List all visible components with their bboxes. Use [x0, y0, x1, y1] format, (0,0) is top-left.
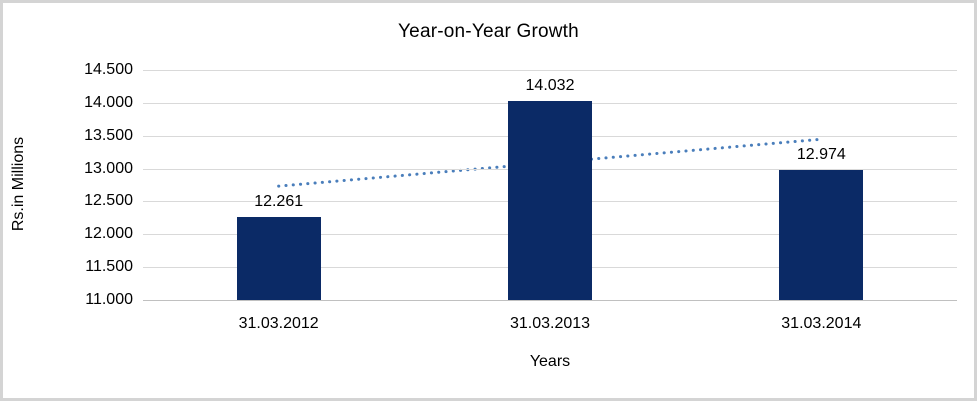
y-tick-label: 11.500: [85, 258, 133, 276]
x-axis-title: Years: [529, 353, 571, 370]
bar-31.03.2013: [508, 100, 592, 300]
y-tick-label: 14.000: [84, 93, 133, 111]
x-axis-line: [143, 300, 957, 301]
y-axis-title: Rs.in Millions: [10, 136, 27, 232]
trendline-dotted: [277, 137, 823, 188]
data-label-31.03.2014: 12.974: [796, 146, 846, 164]
bar-31.03.2012: [236, 217, 321, 300]
y-tick-label: 14.500: [84, 61, 133, 78]
gridline: [143, 70, 957, 71]
x-tick-label: 31.03.2014: [781, 315, 862, 332]
y-tick-label: 11.000: [85, 291, 133, 308]
plot-area: [143, 70, 957, 301]
chart-title: Year-on-Year Growth: [398, 21, 579, 42]
y-tick-label: 13.000: [84, 159, 133, 177]
bar-31.03.2014: [779, 170, 864, 300]
y-tick-label: 12.000: [84, 225, 133, 243]
x-tick-label: 31.03.2013: [509, 315, 591, 332]
data-label-31.03.2012: 12.261: [254, 193, 304, 211]
trendline-layer: [277, 137, 823, 188]
x-tick-label: 31.03.2012: [238, 315, 319, 332]
data-label-31.03.2013: 14.032: [525, 76, 575, 94]
y-tick-label: 13.500: [84, 126, 133, 144]
y-tick-label: 12.500: [84, 192, 133, 210]
